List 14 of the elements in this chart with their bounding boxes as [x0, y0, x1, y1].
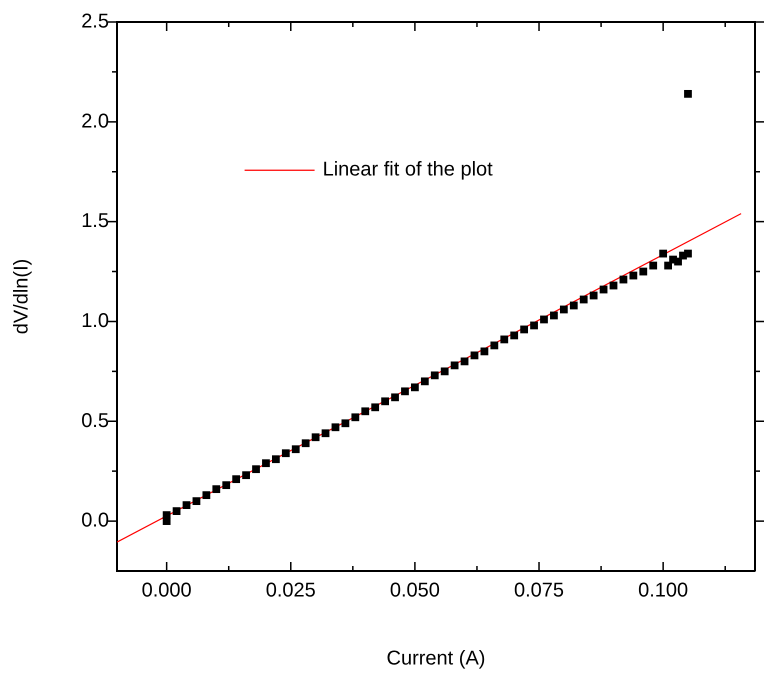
y-tick-label: 2.0 [81, 110, 109, 132]
y-tick-label: 0.0 [81, 510, 109, 532]
y-axis-title: dV/dln(I) [10, 258, 33, 334]
x-axis-title: Current (A) [386, 648, 486, 670]
x-tick-label: 0.100 [638, 580, 688, 602]
y-tick-label: 1.5 [81, 210, 109, 232]
x-tick-label: 0.025 [266, 580, 316, 602]
legend-label: Linear fit of the plot [322, 158, 494, 181]
y-tick-label: 1.0 [81, 310, 109, 332]
x-tick-label: 0.075 [514, 580, 564, 602]
y-tick-label: 2.5 [81, 10, 109, 33]
x-tick-label: 0.000 [142, 580, 192, 602]
x-tick-label: 0.050 [390, 580, 440, 602]
y-tick-label: 0.5 [81, 410, 109, 432]
